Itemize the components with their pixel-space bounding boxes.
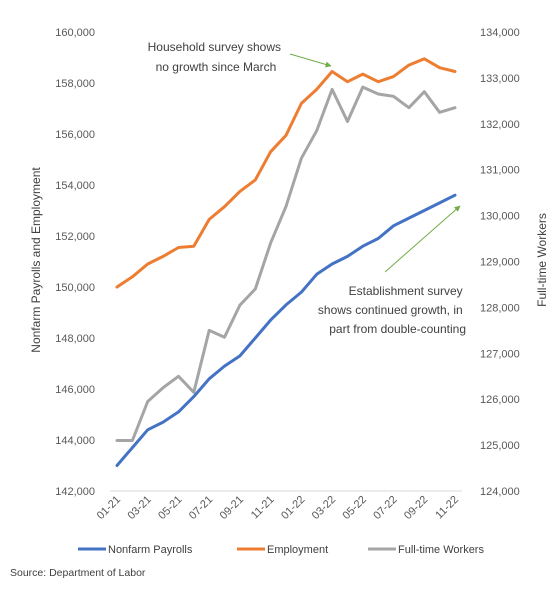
left-tick-label: 154,000	[55, 180, 95, 192]
left-tick-label: 144,000	[55, 435, 95, 447]
right-tick-label: 125,000	[480, 440, 520, 452]
left-axis-ticks: 142,000 144,000 146,000 148,000 150,000 152,0…	[55, 27, 95, 498]
legend-label-employment: Employment	[267, 544, 328, 556]
annotation-establishment-line-2: shows continued growth, in	[318, 303, 463, 317]
right-tick-label: 130,000	[480, 211, 520, 223]
left-tick-label: 158,000	[55, 78, 95, 90]
series-lines	[115, 57, 457, 467]
x-tick-label: 11-21	[249, 494, 277, 522]
right-tick-label: 127,000	[480, 348, 520, 360]
left-tick-label: 142,000	[55, 486, 95, 498]
annotation-household-line-2: no growth since March	[156, 60, 277, 74]
x-tick-label: 05-21	[156, 494, 184, 522]
x-tick-label: 03-22	[310, 494, 338, 522]
right-tick-label: 134,000	[480, 27, 520, 39]
series-line-employment	[115, 57, 457, 289]
left-axis-title: Nonfarm Payrolls and Employment	[29, 167, 43, 353]
x-tick-label: 07-21	[187, 494, 215, 522]
series-line-full-time-workers	[115, 85, 457, 442]
left-tick-label: 152,000	[55, 231, 95, 243]
x-tick-label: 09-21	[218, 494, 246, 522]
x-tick-label: 05-22	[341, 494, 369, 522]
right-tick-label: 124,000	[480, 486, 520, 498]
right-tick-label: 129,000	[480, 257, 520, 269]
legend-label-nonfarm: Nonfarm Payrolls	[108, 544, 193, 556]
right-axis-ticks: 124,000 125,000 126,000 127,000 128,000 129,0…	[480, 27, 520, 498]
x-tick-label: 01-21	[95, 494, 123, 522]
annotation-household-line-1: Household survey shows	[148, 40, 281, 54]
annotation-household-arrow	[289, 53, 332, 68]
x-tick-label: 11-22	[433, 494, 461, 522]
x-axis-ticks: 01-21 03-21 05-21 07-21 09-21 11-21 01-22 03-22…	[95, 494, 461, 522]
legend: Nonfarm Payrolls Employment Full-time Wo…	[78, 544, 484, 556]
right-tick-label: 126,000	[480, 394, 520, 406]
annotation-establishment-line-3: part from double-counting	[329, 322, 466, 336]
x-tick-label: 09-22	[402, 494, 430, 522]
x-tick-label: 07-22	[371, 494, 399, 522]
annotation-establishment-arrow	[384, 205, 461, 273]
left-tick-label: 146,000	[55, 384, 95, 396]
legend-label-fulltime: Full-time Workers	[398, 544, 484, 556]
left-tick-label: 148,000	[55, 333, 95, 345]
annotation-establishment: Establishment survey shows continued gro…	[318, 284, 466, 336]
right-tick-label: 133,000	[480, 73, 520, 85]
annotation-household: Household survey shows no growth since M…	[148, 40, 285, 74]
left-tick-label: 160,000	[55, 27, 95, 39]
left-tick-label: 150,000	[55, 282, 95, 294]
x-tick-label: 03-21	[125, 494, 153, 522]
annotation-establishment-line-1: Establishment survey	[349, 284, 463, 298]
right-tick-label: 131,000	[480, 165, 520, 177]
source-note: Source: Department of Labor	[10, 567, 146, 579]
right-tick-label: 132,000	[480, 119, 520, 131]
series-line-nonfarm-payrolls	[115, 193, 457, 467]
x-tick-label: 01-22	[279, 494, 307, 522]
right-axis-title: Full-time Workers	[535, 213, 549, 307]
right-tick-label: 128,000	[480, 302, 520, 314]
left-tick-label: 156,000	[55, 129, 95, 141]
